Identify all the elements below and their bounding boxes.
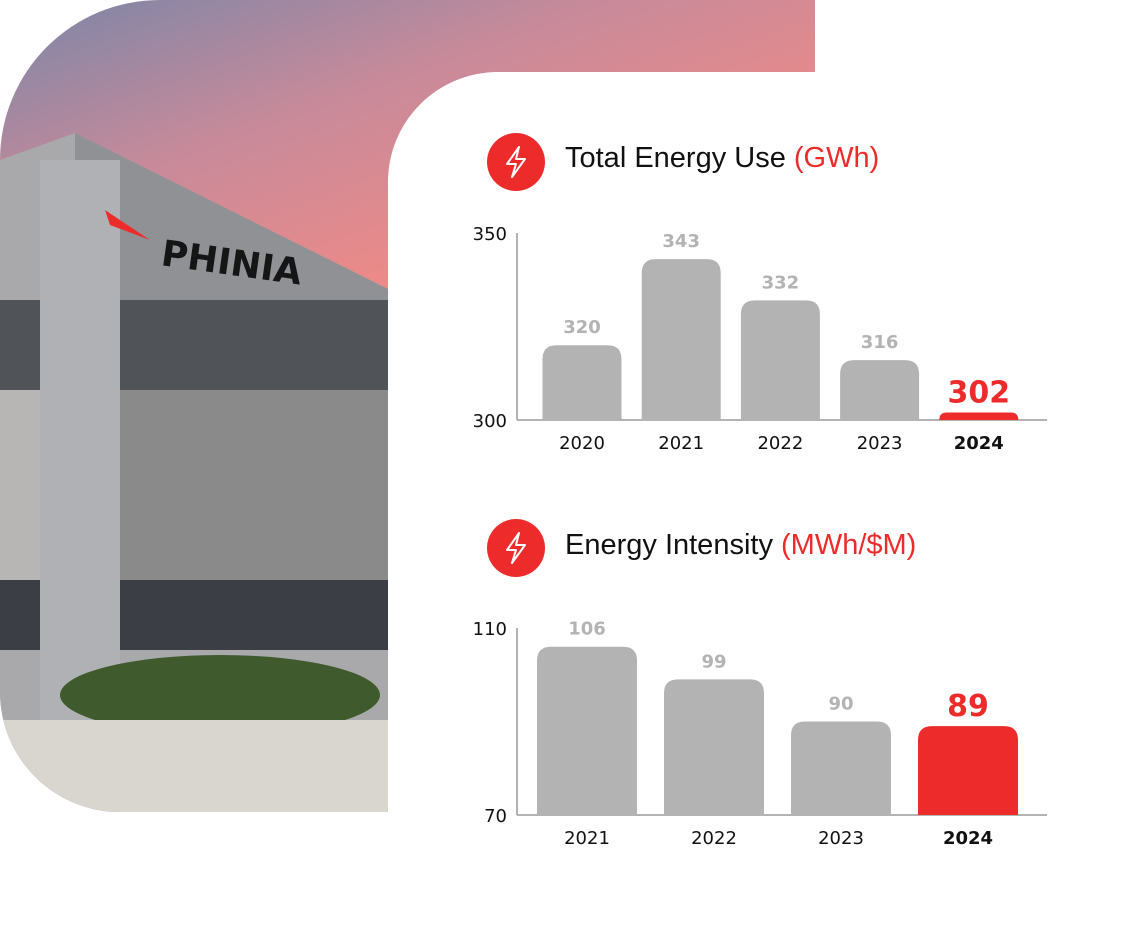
data-label-2021: 106 [568, 619, 606, 640]
x-tick-label-2024: 2024 [954, 433, 1004, 454]
bar-2023 [791, 721, 891, 815]
data-label-2020: 320 [563, 317, 601, 338]
title-text: Total Energy Use [565, 142, 786, 174]
bar-2021 [641, 259, 721, 420]
title-unit: (MWh/$M) [781, 529, 917, 561]
x-tick-label-2022: 2022 [757, 433, 803, 454]
x-tick-label-2021: 2021 [658, 433, 704, 454]
building-illustration: PHINIA [0, 133, 390, 812]
chart-title-total-energy: Total Energy Use (GWh) [565, 142, 879, 175]
data-label-2023: 316 [861, 332, 899, 353]
bar-2021 [537, 646, 637, 815]
title-unit: (GWh) [793, 142, 880, 174]
y-tick-label: 70 [484, 806, 507, 827]
x-tick-label-2021: 2021 [564, 828, 610, 849]
bar-2024 [939, 412, 1019, 420]
x-tick-label-2022: 2022 [691, 828, 737, 849]
bar-2022 [740, 300, 820, 420]
data-label-2022: 99 [701, 651, 726, 672]
background [0, 812, 388, 922]
title-text: Energy Intensity [565, 529, 773, 561]
x-tick-label-2024: 2024 [943, 828, 993, 849]
chart-title-energy-intensity: Energy Intensity (MWh/$M) [565, 529, 916, 562]
y-tick-label: 110 [473, 619, 507, 640]
lightning-icon [487, 133, 545, 191]
bar-2023 [840, 360, 920, 420]
y-tick-label: 350 [473, 224, 507, 245]
x-tick-label-2023: 2023 [818, 828, 864, 849]
bar-2020 [542, 345, 622, 420]
data-label-2024: 302 [947, 376, 1010, 411]
lightning-icon [487, 519, 545, 577]
x-tick-label-2023: 2023 [857, 433, 903, 454]
data-label-2021: 343 [662, 231, 700, 252]
x-tick-label-2020: 2020 [559, 433, 605, 454]
y-tick-label: 300 [473, 411, 507, 432]
data-label-2023: 90 [828, 694, 853, 715]
bar-2022 [664, 679, 764, 815]
data-label-2024: 89 [947, 689, 989, 724]
data-label-2022: 332 [762, 272, 800, 293]
bar-2024 [918, 726, 1018, 815]
